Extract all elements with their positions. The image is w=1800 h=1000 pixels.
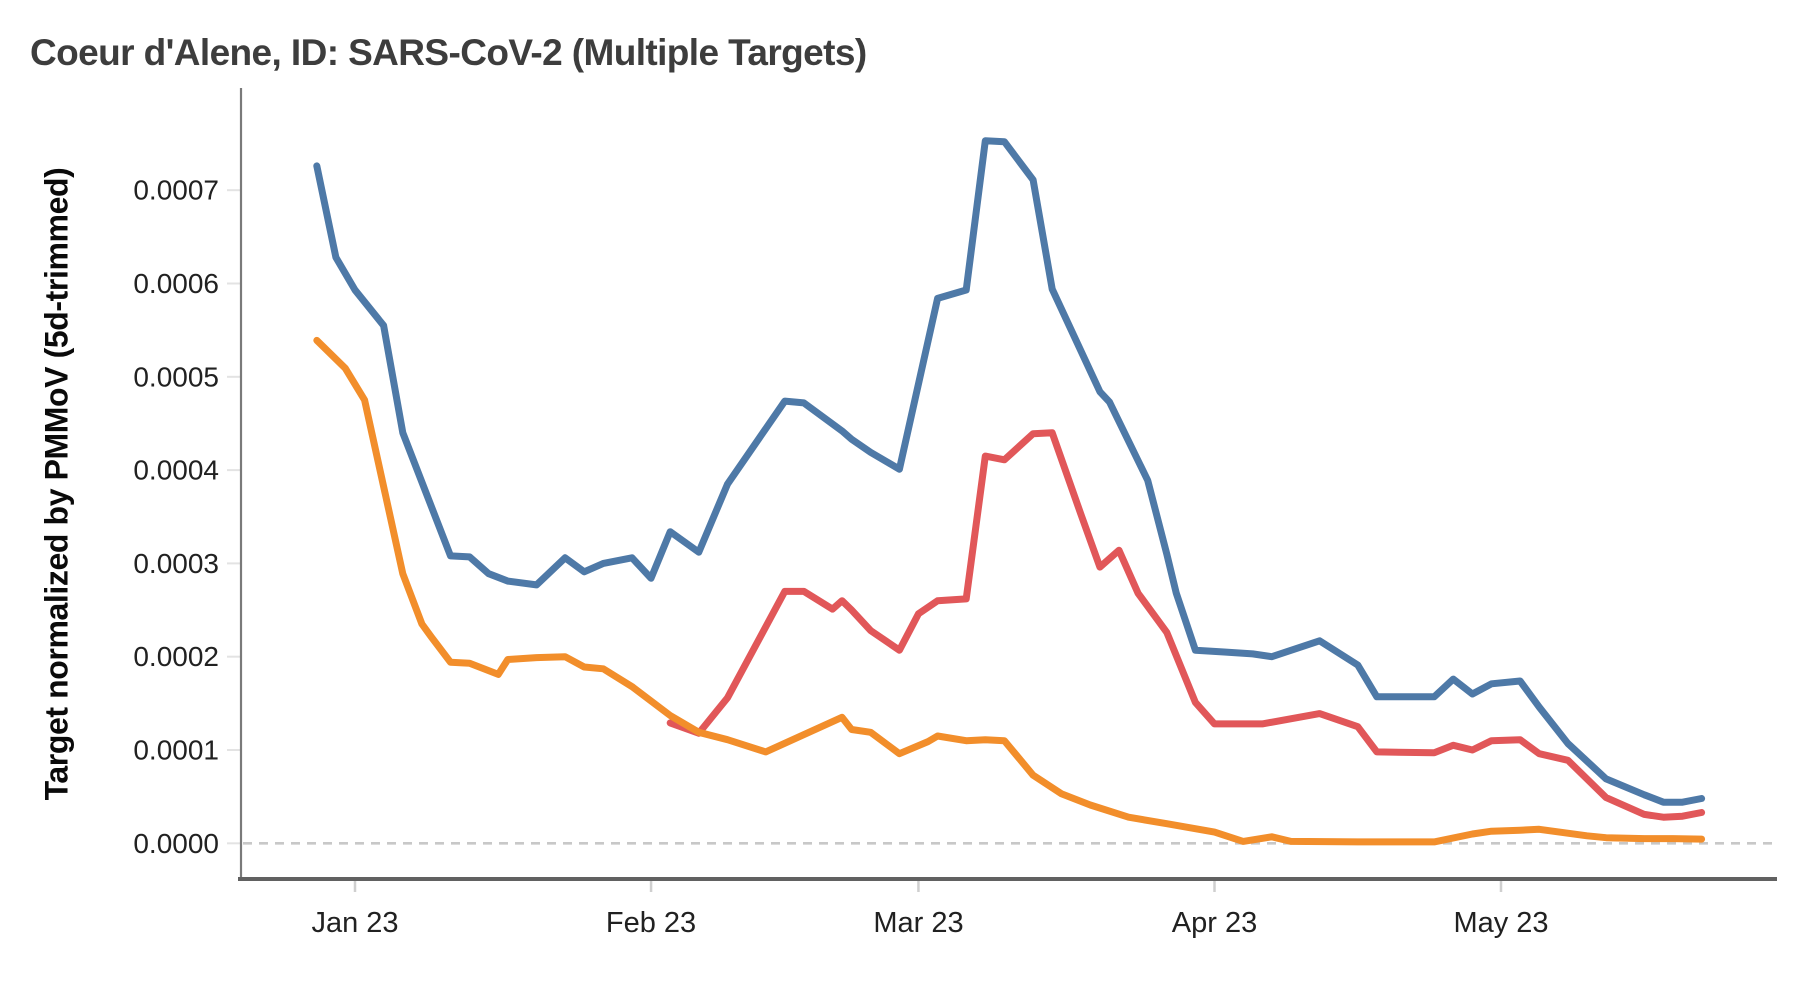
y-tick-label: 0.0000 bbox=[133, 828, 219, 859]
y-tick-label: 0.0003 bbox=[133, 548, 219, 579]
y-tick-label: 0.0001 bbox=[133, 735, 219, 766]
x-tick-label: Jan 23 bbox=[311, 907, 398, 939]
series-red-line bbox=[666, 429, 1706, 821]
x-tick-label: Mar 23 bbox=[873, 907, 963, 939]
x-tick-label: Apr 23 bbox=[1172, 907, 1257, 939]
series-orange-line bbox=[313, 336, 1706, 846]
y-tick-label: 0.0004 bbox=[133, 455, 219, 486]
y-tick-label: 0.0005 bbox=[133, 361, 219, 392]
x-tick-label: May 23 bbox=[1453, 907, 1548, 939]
y-tick-label: 0.0002 bbox=[133, 641, 219, 672]
series-blue-line bbox=[313, 137, 1706, 806]
y-tick-label: 0.0006 bbox=[133, 268, 219, 299]
y-tick-label: 0.0007 bbox=[133, 175, 219, 206]
chart-title: Coeur d'Alene, ID: SARS-CoV-2 (Multiple … bbox=[30, 32, 867, 73]
x-tick-label: Feb 23 bbox=[606, 907, 696, 939]
y-axis-label: Target normalized by PMMoV (5d-trimmed) bbox=[38, 167, 75, 801]
